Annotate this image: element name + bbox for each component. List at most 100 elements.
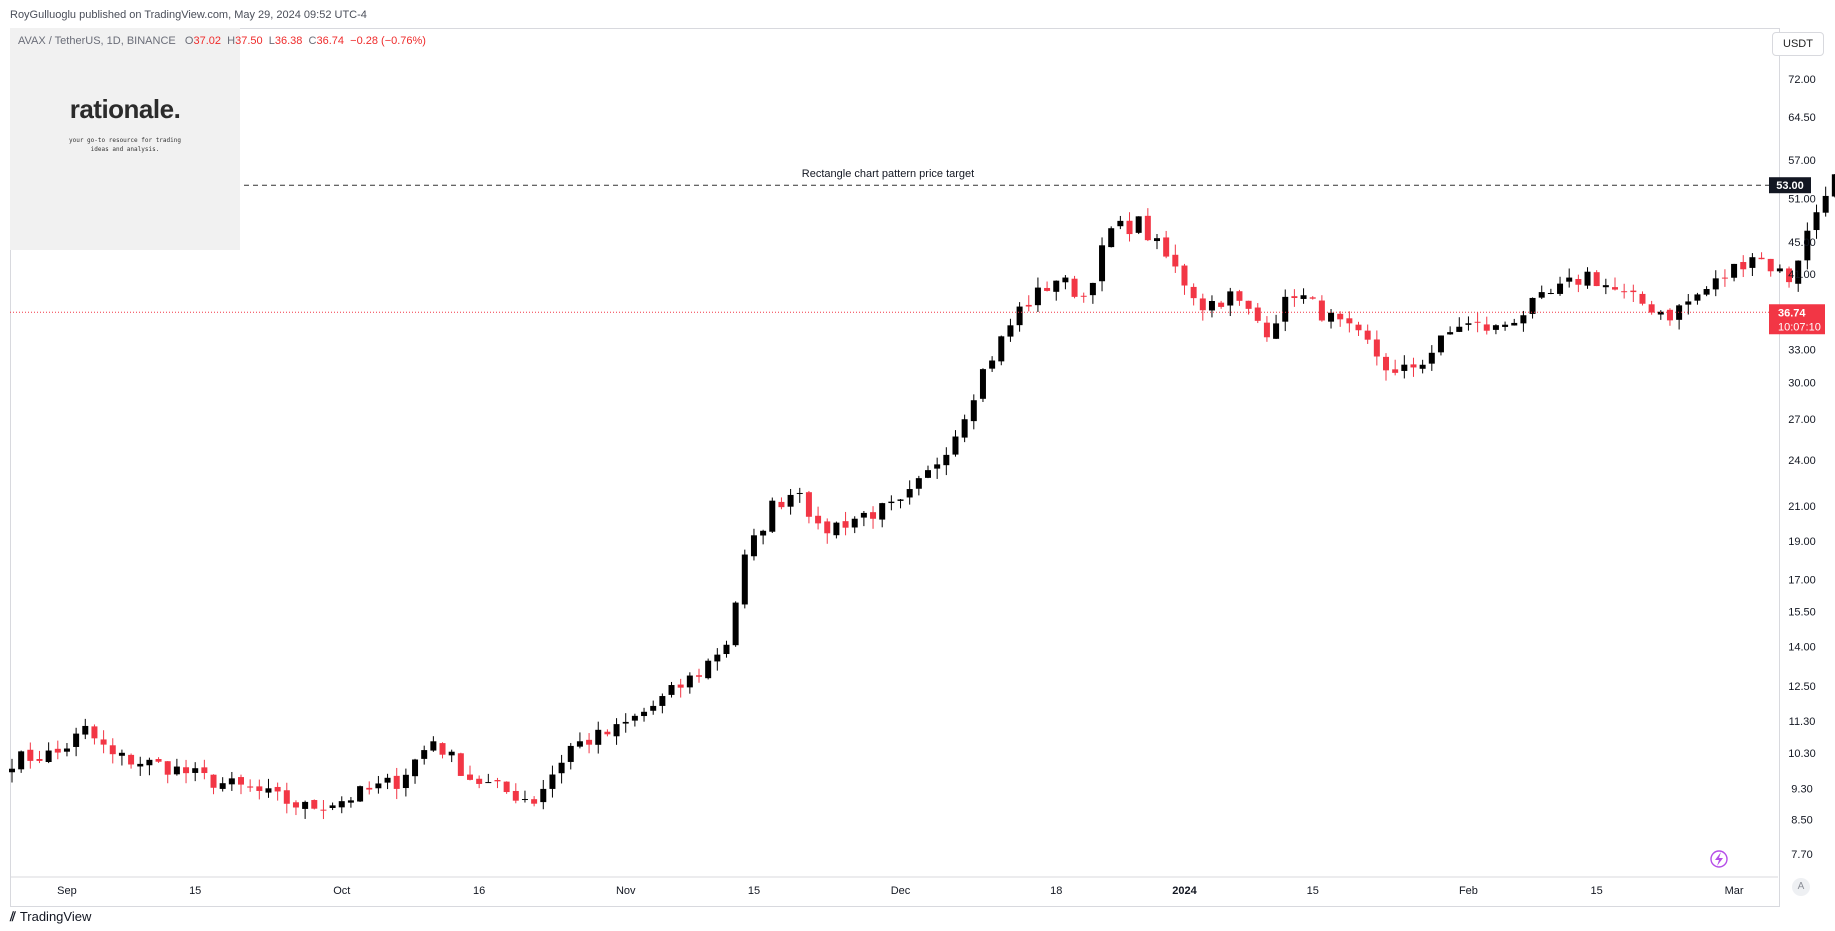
candle-body xyxy=(1263,322,1270,338)
candle-body xyxy=(1584,271,1591,286)
candle-body xyxy=(631,715,638,721)
candle-body xyxy=(1731,263,1738,278)
y-tick-label: 72.00 xyxy=(1788,74,1816,86)
x-tick-label: 15 xyxy=(748,885,760,897)
y-tick-label: 15.50 xyxy=(1788,606,1816,618)
candle-body xyxy=(503,781,510,793)
candle-body xyxy=(91,726,98,739)
candle-body xyxy=(1474,321,1481,323)
candle-body xyxy=(686,675,693,688)
y-tick-label: 7.70 xyxy=(1791,849,1812,861)
candle-body xyxy=(1016,306,1023,326)
candle-body xyxy=(9,768,15,773)
candle-body xyxy=(1557,283,1564,294)
candle-body xyxy=(760,530,767,536)
candle-body xyxy=(1282,296,1289,322)
candle-body xyxy=(943,454,950,466)
auto-scale-button[interactable]: A xyxy=(1792,878,1810,896)
x-tick-label: 2024 xyxy=(1172,885,1197,897)
candle-body xyxy=(1529,297,1536,314)
candle-body xyxy=(63,748,70,752)
candle-body xyxy=(439,743,446,755)
candle-body xyxy=(36,759,43,761)
candle-body xyxy=(375,783,382,789)
candle-body xyxy=(192,768,199,773)
candle-body xyxy=(219,783,226,789)
countdown-label: 10:07:10 xyxy=(1778,321,1821,333)
candle-body xyxy=(915,478,922,489)
x-tick-label: Feb xyxy=(1459,885,1478,897)
candle-body xyxy=(265,788,272,793)
candle-body xyxy=(292,802,299,808)
x-tick-label: 15 xyxy=(1307,885,1319,897)
y-tick-label: 9.30 xyxy=(1791,784,1812,796)
candle-body xyxy=(1364,330,1371,340)
candle-body xyxy=(1612,287,1618,290)
candle-body xyxy=(421,750,428,759)
candle-body xyxy=(1392,369,1399,373)
candle-body xyxy=(1163,237,1170,257)
candle-body xyxy=(347,800,354,803)
candle-body xyxy=(1318,300,1325,321)
candle-body xyxy=(430,741,437,751)
candle-body xyxy=(1007,325,1014,337)
candle-body xyxy=(173,766,180,775)
y-tick-label: 33.00 xyxy=(1788,344,1816,356)
candle-body xyxy=(961,419,968,438)
brand-text: TradingView xyxy=(19,909,92,924)
candle-body xyxy=(384,777,391,783)
candle-body xyxy=(1575,279,1582,285)
low-value: 36.38 xyxy=(274,35,303,47)
candle-body xyxy=(1547,293,1554,295)
candle-body xyxy=(650,705,657,711)
candle-body xyxy=(622,721,629,724)
candle-body xyxy=(934,464,941,469)
candle-body xyxy=(970,400,977,422)
candle-body xyxy=(164,761,171,775)
chart-overlays: Rectangle chart pattern price target xyxy=(10,168,1778,868)
candle-body xyxy=(485,782,492,784)
candle-body xyxy=(210,774,217,788)
candle-body xyxy=(842,521,849,528)
current-price-tag-label: 36.74 xyxy=(1778,307,1806,319)
candle-body xyxy=(311,800,318,809)
candle-body xyxy=(1328,312,1335,322)
candle-body xyxy=(677,684,684,688)
y-tick-label: 64.50 xyxy=(1788,112,1816,124)
tradingview-footer-logo[interactable]: ⫽ TradingView xyxy=(10,909,91,925)
candle-body xyxy=(1795,260,1802,284)
candle-body xyxy=(1227,291,1234,306)
candle-body xyxy=(888,501,895,504)
high-value: 37.50 xyxy=(235,35,263,47)
y-tick-label: 24.00 xyxy=(1788,455,1816,467)
candle-body xyxy=(402,774,409,789)
x-tick-label: Oct xyxy=(333,885,350,897)
candle-body xyxy=(82,725,89,735)
candle-body xyxy=(815,515,822,524)
time-axis: Sep15Oct16Nov15Dec18202415Feb15Mar18Apr1… xyxy=(10,876,1778,897)
x-tick-label: 16 xyxy=(473,885,485,897)
candle-body xyxy=(741,554,748,605)
currency-button[interactable]: USDT xyxy=(1772,32,1824,56)
candle-body xyxy=(1602,285,1609,288)
candle-body xyxy=(879,503,886,520)
candle-body xyxy=(1053,280,1060,292)
candle-body xyxy=(137,763,144,767)
x-tick-label: Sep xyxy=(57,885,77,897)
symbol-name[interactable]: AVAX / TetherUS, 1D, BINANCE xyxy=(18,35,176,47)
y-tick-label: 19.00 xyxy=(1788,536,1816,548)
chart-pane[interactable] xyxy=(10,28,1780,907)
lightning-icon[interactable] xyxy=(1710,850,1728,868)
candle-body xyxy=(1437,335,1444,353)
candle-body xyxy=(1080,295,1087,297)
candle-body xyxy=(1062,277,1069,283)
candle-body xyxy=(732,602,739,646)
candle-body xyxy=(54,748,61,753)
candle-body xyxy=(247,786,254,788)
candle-body xyxy=(357,786,364,802)
candle-body xyxy=(476,778,483,784)
candle-body xyxy=(1025,304,1032,307)
candle-body xyxy=(787,494,794,507)
candle-body xyxy=(1520,315,1527,324)
